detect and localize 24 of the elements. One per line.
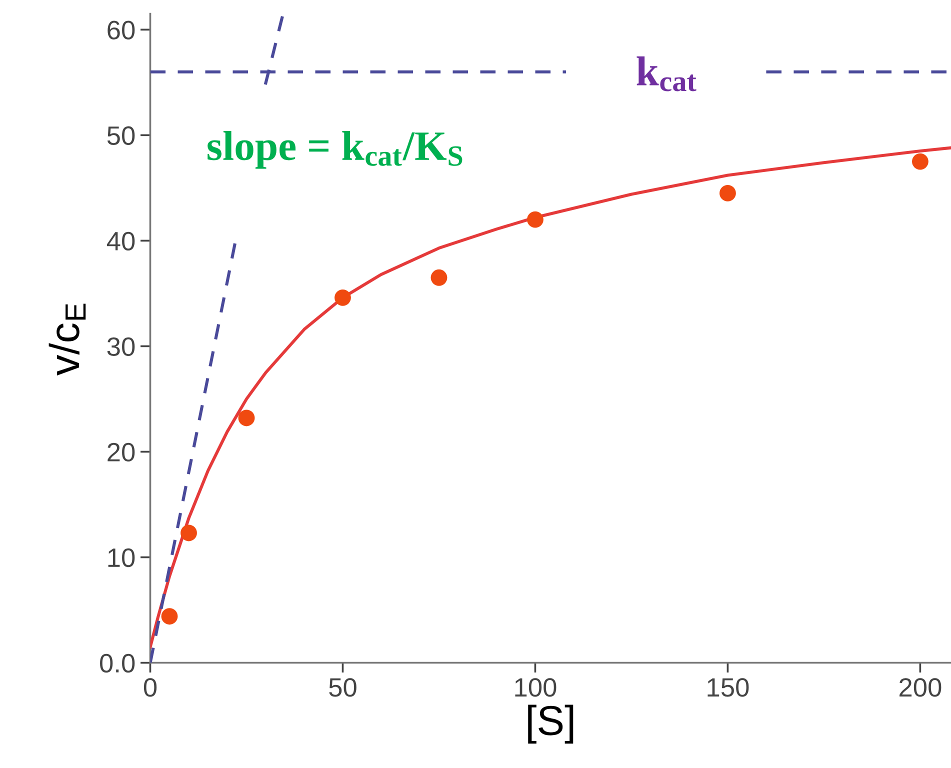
x-tick-label: 100 [515, 678, 556, 697]
point [430, 269, 448, 286]
y-axis-title: v/c$_{E}$ [48, 304, 86, 376]
y-tick-label: 10 [108, 548, 135, 568]
y-tick-label: 60 [108, 20, 135, 40]
y-tick-label: 20 [108, 442, 135, 462]
point [527, 211, 544, 228]
y-tick-label: 0.0 [100, 654, 135, 673]
x-tick-label: 50 [329, 678, 356, 697]
point [912, 153, 928, 170]
annotation: k$_{cat}$ [636, 56, 696, 92]
y-tick-label: 40 [106, 232, 135, 251]
point [720, 184, 736, 202]
x-tick-label: 150 [708, 678, 749, 697]
point [238, 410, 255, 426]
point [334, 289, 351, 306]
x-tick-label: 0 [144, 678, 157, 697]
y-tick-label: 50 [107, 126, 135, 145]
annotation: slope = k$_{cat}$/K$_{S}$ [208, 130, 462, 169]
y-tick-label: 30 [107, 337, 135, 356]
x-tick-label: 200 [900, 678, 942, 697]
point [161, 608, 178, 625]
x-axis-title: [S] [528, 704, 574, 744]
point [180, 524, 197, 542]
